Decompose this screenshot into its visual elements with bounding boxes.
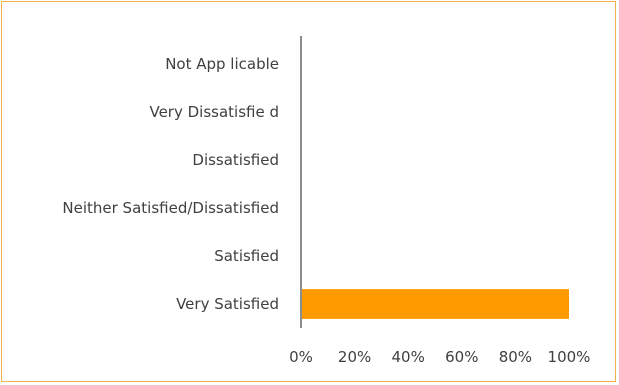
x-tick-label: 60%: [445, 348, 478, 366]
category-label: Dissatisfied: [192, 151, 279, 169]
x-tick-label: 80%: [499, 348, 532, 366]
bar: [301, 289, 569, 319]
x-tick-labels: 0% 20% 40% 60% 80% 100%: [289, 348, 590, 366]
category-label: Not App licable: [165, 55, 279, 73]
x-tick-label: 40%: [392, 348, 425, 366]
category-labels: Not App licable Very Dissatisfie d Dissati…: [62, 55, 279, 313]
category-label: Satisfied: [214, 247, 279, 265]
category-label: Neither Satisfied/Dissatisfied: [62, 199, 279, 217]
x-tick-label: 20%: [338, 348, 371, 366]
category-label: Very Dissatisfie d: [149, 103, 279, 121]
x-tick-label: 0%: [289, 348, 313, 366]
bars: [301, 289, 569, 319]
x-tick-label: 100%: [548, 348, 591, 366]
category-label: Very Satisfied: [176, 295, 279, 313]
